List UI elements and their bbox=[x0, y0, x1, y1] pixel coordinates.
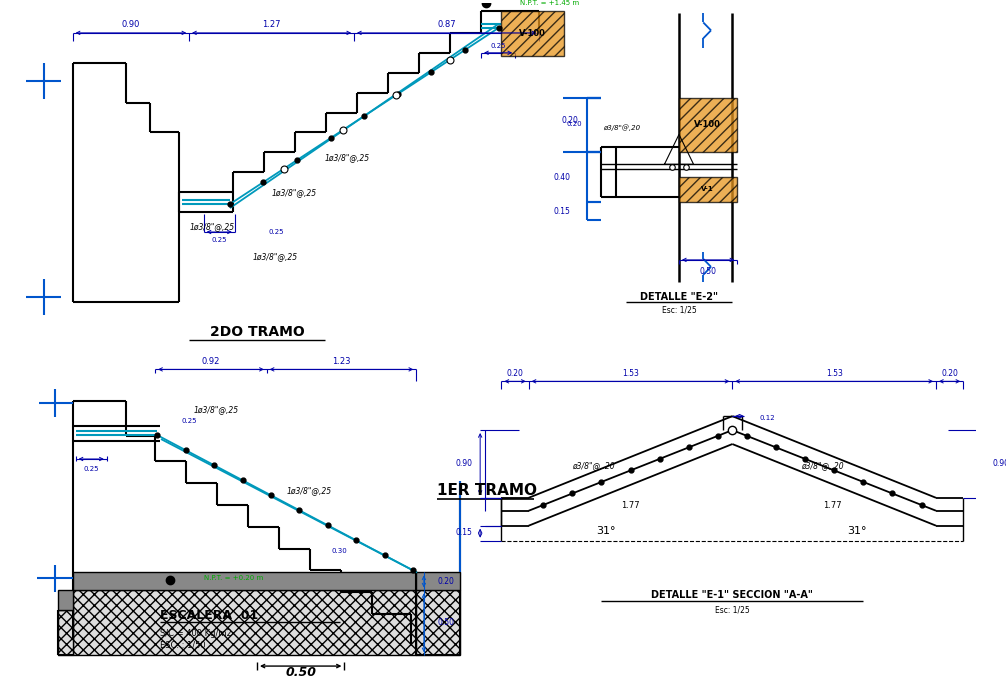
Text: DETALLE "E-2": DETALLE "E-2" bbox=[640, 292, 718, 302]
Text: 1ø3/8"@,25: 1ø3/8"@,25 bbox=[286, 486, 331, 495]
Text: ESC. : 1/50: ESC. : 1/50 bbox=[160, 641, 205, 650]
Text: 31°: 31° bbox=[597, 526, 616, 535]
Polygon shape bbox=[58, 590, 72, 611]
Text: 0.20: 0.20 bbox=[562, 116, 578, 125]
Text: 1.77: 1.77 bbox=[823, 501, 842, 510]
Polygon shape bbox=[72, 572, 416, 590]
Text: 0.12: 0.12 bbox=[760, 415, 776, 421]
Text: 2DO TRAMO: 2DO TRAMO bbox=[209, 324, 305, 339]
Text: 1.23: 1.23 bbox=[332, 357, 351, 366]
Text: 1ø3/8"@,25: 1ø3/8"@,25 bbox=[189, 223, 234, 232]
Text: 0.25: 0.25 bbox=[181, 418, 197, 424]
Text: ø3/8"@,.20: ø3/8"@,.20 bbox=[802, 462, 844, 471]
Text: 0.15: 0.15 bbox=[456, 528, 473, 537]
Text: 0.25: 0.25 bbox=[211, 237, 227, 243]
Text: 1.27: 1.27 bbox=[263, 20, 281, 29]
Text: 0.30: 0.30 bbox=[332, 548, 347, 554]
Text: 0.50: 0.50 bbox=[286, 665, 316, 678]
Text: 0.20: 0.20 bbox=[507, 369, 523, 378]
Text: V-1: V-1 bbox=[701, 186, 714, 192]
Polygon shape bbox=[58, 611, 72, 655]
Text: 0.20: 0.20 bbox=[566, 122, 582, 128]
Text: 1ER TRAMO: 1ER TRAMO bbox=[437, 484, 536, 499]
Text: 0.90: 0.90 bbox=[992, 460, 1006, 469]
Text: 1.53: 1.53 bbox=[826, 369, 843, 378]
Text: 0.20: 0.20 bbox=[942, 369, 958, 378]
Polygon shape bbox=[416, 572, 460, 590]
Text: 0.15: 0.15 bbox=[553, 206, 570, 216]
Polygon shape bbox=[416, 590, 460, 655]
Text: S/C = 400 Kg/m2: S/C = 400 Kg/m2 bbox=[160, 629, 231, 638]
Text: 1ø3/8"@,25: 1ø3/8"@,25 bbox=[194, 405, 239, 414]
Text: 1ø3/8"@,25: 1ø3/8"@,25 bbox=[325, 153, 370, 162]
Text: 31°: 31° bbox=[847, 526, 866, 535]
Text: 0.25: 0.25 bbox=[269, 229, 285, 235]
Text: 1ø3/8"@,25: 1ø3/8"@,25 bbox=[272, 188, 317, 197]
Text: N.P.T. = +0.20 m: N.P.T. = +0.20 m bbox=[203, 576, 263, 581]
Text: 0.25: 0.25 bbox=[83, 466, 99, 472]
Text: 0.50: 0.50 bbox=[438, 617, 455, 627]
Text: 0.50: 0.50 bbox=[699, 267, 716, 277]
Text: 0.92: 0.92 bbox=[202, 357, 220, 366]
Text: 0.25: 0.25 bbox=[490, 43, 506, 48]
Text: ESCALERA  01: ESCALERA 01 bbox=[160, 609, 259, 622]
Text: 0.20: 0.20 bbox=[438, 577, 455, 586]
Text: 0.87: 0.87 bbox=[438, 20, 456, 29]
Text: DETALLE "E-1" SECCION "A-A": DETALLE "E-1" SECCION "A-A" bbox=[652, 590, 813, 600]
Text: N.P.T. = +1.45 m: N.P.T. = +1.45 m bbox=[520, 0, 579, 6]
Polygon shape bbox=[501, 11, 563, 56]
Text: ø3/8"@,.20: ø3/8"@,.20 bbox=[572, 462, 615, 471]
Text: 0.90: 0.90 bbox=[122, 20, 140, 29]
Polygon shape bbox=[679, 177, 737, 202]
Text: 0.40: 0.40 bbox=[553, 173, 570, 182]
Text: 0.90: 0.90 bbox=[456, 460, 473, 469]
Text: 1ø3/8"@,25: 1ø3/8"@,25 bbox=[253, 253, 298, 262]
Text: V-100: V-100 bbox=[519, 29, 545, 38]
Polygon shape bbox=[679, 98, 737, 152]
Polygon shape bbox=[72, 590, 416, 655]
Text: V-100: V-100 bbox=[694, 120, 721, 129]
Text: ø3/8"@,20: ø3/8"@,20 bbox=[604, 124, 641, 131]
Text: 1.53: 1.53 bbox=[622, 369, 639, 378]
Text: Esc: 1/25: Esc: 1/25 bbox=[662, 305, 696, 314]
Text: Esc: 1/25: Esc: 1/25 bbox=[715, 606, 749, 615]
Text: 1.77: 1.77 bbox=[621, 501, 640, 510]
